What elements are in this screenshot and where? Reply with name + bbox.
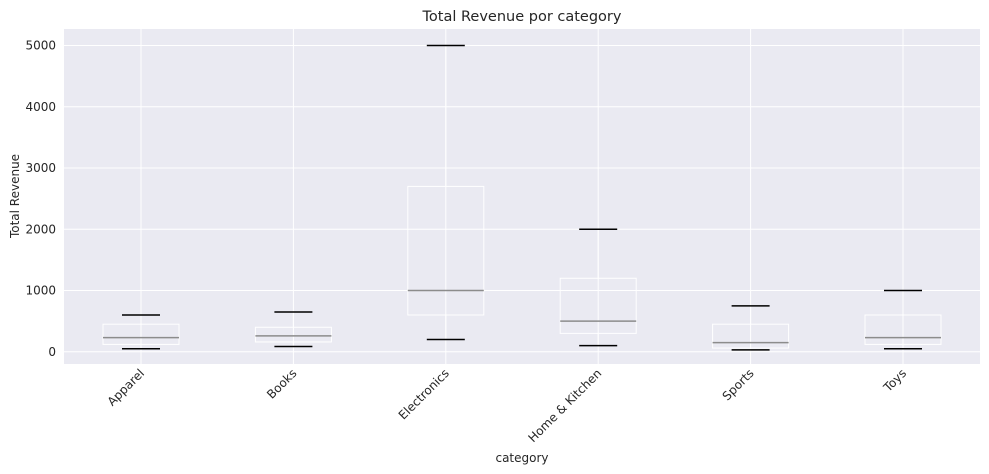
x-tick-label: Home & Kitchen: [525, 366, 604, 445]
x-tick-label: Apparel: [105, 366, 148, 409]
iqr-box: [559, 277, 637, 334]
iqr-box: [254, 326, 332, 343]
x-tick-label: Electronics: [396, 366, 452, 422]
y-tick-label: 5000: [25, 39, 56, 53]
plot-area: [64, 29, 980, 364]
grid-lines: [64, 29, 980, 364]
box-home-kitchen: [559, 228, 637, 347]
x-tick-label: Books: [264, 366, 299, 401]
x-tick-label: Toys: [880, 366, 909, 395]
y-axis-label: Total Revenue: [8, 154, 22, 239]
box-sports: [712, 305, 790, 351]
y-tick-label: 1000: [25, 284, 56, 298]
iqr-box: [864, 314, 942, 345]
chart-title: Total Revenue por category: [422, 9, 622, 25]
x-axis-label: category: [495, 451, 548, 465]
box-apparel: [102, 314, 180, 350]
box-toys: [864, 289, 942, 350]
x-tick-label: Sports: [720, 366, 757, 403]
box-electronics: [407, 44, 485, 341]
y-tick-label: 3000: [25, 161, 56, 175]
box-books: [254, 311, 332, 348]
y-tick-label: 2000: [25, 222, 56, 236]
iqr-box: [407, 185, 485, 316]
y-tick-label: 0: [48, 345, 56, 359]
boxes: [102, 44, 942, 351]
iqr-box: [712, 323, 790, 349]
iqr-box: [102, 323, 180, 345]
y-tick-label: 4000: [25, 100, 56, 114]
